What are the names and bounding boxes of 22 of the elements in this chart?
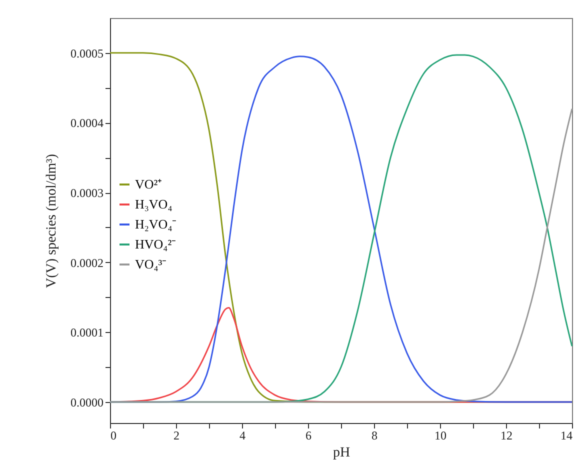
x-tick-label: 8	[372, 428, 378, 442]
y-tick-label: 0.0003	[70, 186, 104, 200]
x-tick-label: 6	[306, 428, 312, 442]
legend-label: HVO₄²⁻	[135, 236, 176, 252]
x-tick-label: 4	[240, 428, 246, 442]
y-tick-label: 0.0004	[70, 116, 104, 130]
legend-label: VO²⁺	[135, 176, 162, 192]
x-tick-label: 10	[434, 428, 446, 442]
x-tick-label: 2	[174, 428, 180, 442]
legend-label: H₂VO₄⁻	[135, 216, 176, 232]
x-tick-label: 14	[560, 428, 572, 442]
y-tick-label: 0.0001	[70, 326, 104, 340]
y-tick-label: 0.0005	[70, 46, 104, 60]
y-tick-label: 0.0002	[70, 256, 104, 270]
legend-label: VO₄³⁻	[135, 256, 166, 272]
x-tick-label: 12	[500, 428, 512, 442]
line-series	[109, 108, 573, 403]
x-tick-label: 0	[110, 428, 116, 442]
y-tick-label: 0.0000	[70, 396, 104, 410]
x-axis-title: pH	[332, 446, 350, 460]
y-axis-title: V(V) species (mol/dm³)	[44, 154, 60, 288]
legend-label: H₃VO₄	[135, 196, 173, 212]
